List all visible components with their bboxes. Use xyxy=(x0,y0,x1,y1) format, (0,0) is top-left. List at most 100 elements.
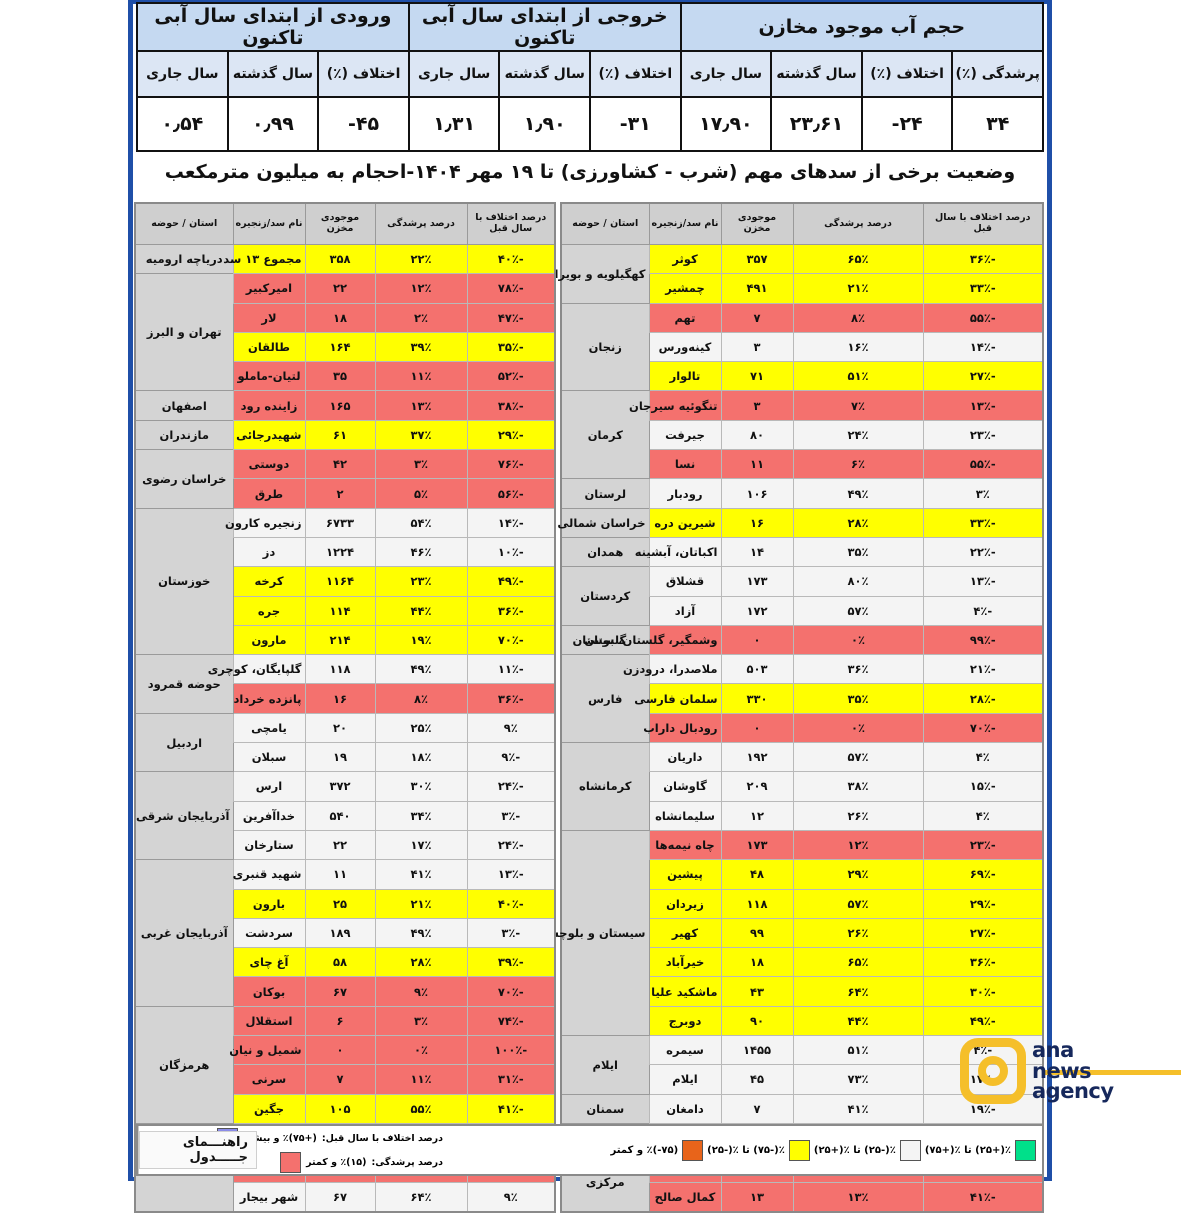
storage-cell: ۱۰۶ xyxy=(720,478,794,509)
fill-percent-cell: ۳۵٪ xyxy=(792,683,924,714)
fill-percent-cell: ۴۴٪ xyxy=(792,1005,924,1037)
diff-cell: -۴۹٪ xyxy=(922,1005,1044,1037)
storage-cell: ۷ xyxy=(720,302,794,333)
storage-cell: ۹۰ xyxy=(720,1005,794,1037)
storage-cell: ۵۴۰ xyxy=(304,800,376,831)
fill-percent-cell: ۲۱٪ xyxy=(374,888,468,919)
table-row: -۱۵٪ ۳۸٪ ۲۰۹ گاوشان xyxy=(561,771,1044,802)
fill-percent-cell: ۴۹٪ xyxy=(792,478,924,509)
fill-percent-cell: ۵۱٪ xyxy=(792,1035,924,1066)
storage-cell: ۱۶ xyxy=(720,507,794,538)
diff-cell: -۷۴٪ xyxy=(466,1005,556,1037)
fill-percent-cell: ۱۲٪ xyxy=(792,829,924,861)
storage-cell: ۴۵ xyxy=(720,1064,794,1095)
fill-percent-cell: ۶۵٪ xyxy=(792,947,924,978)
fill-percent-cell: ۸٪ xyxy=(792,302,924,333)
dam-name-cell: کینه‌ورس xyxy=(648,331,722,363)
summary-group-outflow: خروجی از ابتدای سال آبی تاکنون xyxy=(407,2,682,52)
diff-cell: -۹۹٪ xyxy=(922,624,1044,656)
dam-name-cell: ارس xyxy=(232,771,306,802)
summary-value-8: ۰٫۹۹ xyxy=(226,96,320,152)
province-cell: ایلام xyxy=(560,1035,650,1095)
dam-name-cell: جیرفت xyxy=(648,419,722,451)
fill-percent-cell: ۴۹٪ xyxy=(374,917,468,949)
storage-cell: ۱۶۴ xyxy=(304,331,376,363)
diff-cell: -۲۹٪ xyxy=(466,419,556,451)
summary-sub-6: سال جاری xyxy=(407,50,501,98)
legend-pair-label: درصد پرشدگی: xyxy=(371,1156,443,1168)
table-row: -۵۲٪ ۱۱٪ ۳۵ لتیان-ماملو xyxy=(135,361,556,392)
fill-percent-cell: ۰٪ xyxy=(792,712,924,744)
legend-swatch-icon xyxy=(788,1139,810,1161)
table-row: -۷۶٪ ۳٪ ۴۲ دوستی خراسان رضوی xyxy=(134,449,556,509)
diff-cell: -۳۱٪ xyxy=(466,1064,556,1095)
diff-cell: -۵۶٪ xyxy=(466,478,556,509)
storage-cell: ۱۶ xyxy=(304,683,376,714)
dam-name-cell: طالقان xyxy=(232,331,306,363)
dam-name-cell: کرخه xyxy=(232,566,306,597)
fill-percent-cell: ۱۸٪ xyxy=(374,742,468,773)
dam-name-cell: چمشیر xyxy=(648,273,722,304)
dam-name-cell: خیرآباد xyxy=(648,947,722,978)
dams-table-right: درصد اختلاف با سال قبل درصد پرشدگی موجودی … xyxy=(134,202,556,1213)
diff-cell: -۴۷٪ xyxy=(466,302,556,333)
dam-name-cell: تهم xyxy=(648,302,722,333)
table-row: -۳۵٪ ۳۹٪ ۱۶۴ طالقان xyxy=(135,331,556,363)
fill-percent-cell: ۱۷٪ xyxy=(374,829,468,861)
fill-percent-cell: ۱۱٪ xyxy=(374,1064,468,1095)
fill-percent-cell: ۳۷٪ xyxy=(374,419,468,451)
storage-cell: ۳ xyxy=(720,390,794,421)
dam-name-cell: شمیل و نیان xyxy=(229,1035,306,1066)
table-row: -۲۴٪ ۳۰٪ ۳۷۲ ارس آذربایجان شرقی xyxy=(134,771,556,861)
diff-cell: -۳۹٪ xyxy=(466,947,556,978)
summary-value-4: ۳۱- xyxy=(589,96,682,152)
summary-sub-3: سال جاری xyxy=(679,50,773,98)
table-row: ۹٪ ۲۵٪ ۲۰ یامچی اردبیل xyxy=(134,712,556,773)
fill-percent-cell: ۳۰٪ xyxy=(374,771,468,802)
storage-cell: ۱۰۵ xyxy=(304,1093,376,1124)
legend-swatch-icon xyxy=(280,1151,302,1173)
storage-cell: ۱۹۲ xyxy=(720,742,794,773)
diff-cell: -۲۴٪ xyxy=(466,829,556,861)
table-row: -۲۳٪ ۱۲٪ ۱۷۳ چاه نیمه‌ها سیستان و بلوچستان xyxy=(529,829,1044,1037)
storage-cell: ۶۷۳۳ xyxy=(304,507,376,538)
fill-percent-cell: ۳۵٪ xyxy=(792,536,924,568)
dam-name-cell: سرنی xyxy=(232,1064,306,1095)
storage-cell: ۲۰۹ xyxy=(720,771,794,802)
fill-percent-cell: ۵۵٪ xyxy=(374,1093,468,1124)
storage-cell: ۹۹ xyxy=(720,917,794,949)
summary-value-1: ۲۴- xyxy=(860,96,954,152)
table-row: -۲۹٪ ۵۷٪ ۱۱۸ زیردان xyxy=(561,888,1044,919)
summary-group-storage: حجم آب موجود مخازن xyxy=(679,2,1045,52)
fill-percent-cell: ۱۳٪ xyxy=(792,1181,924,1213)
fill-percent-cell: ۸۰٪ xyxy=(792,566,924,597)
diff-cell: -۱۰۰٪ xyxy=(466,1035,556,1066)
table-row: -۲۳٪ ۲۴٪ ۸۰ جیرفت xyxy=(561,419,1044,451)
dam-name-cell: استقلال xyxy=(232,1005,306,1037)
province-cell: اصفهان xyxy=(134,390,234,421)
fill-percent-cell: ۲۴٪ xyxy=(792,419,924,451)
diff-cell: -۹٪ xyxy=(466,742,556,773)
legend-pair-label: درصد اختلاف با سال قبل: xyxy=(321,1132,443,1144)
diff-cell: -۲۴٪ xyxy=(466,771,556,802)
dam-name-cell: طرق xyxy=(232,478,306,509)
dam-name-cell: رودبار xyxy=(648,478,722,509)
fill-percent-cell: ۰٪ xyxy=(374,1035,468,1066)
dams-left-header-2: موجودی مخزن xyxy=(720,202,794,245)
fill-percent-cell: ۶۴٪ xyxy=(792,976,924,1007)
fill-percent-cell: ۵۴٪ xyxy=(374,507,468,538)
dams-right-body: -۴۰٪ ۲۲٪ ۳۵۸ مجموع ۱۳ سد دریاچه ارومیه -۷۸٪ ۱۲… xyxy=(134,243,556,1213)
storage-cell: ۵۸ xyxy=(304,947,376,978)
legend-scale-label: ٪(-۲۵) تا ٪(+۲۵) xyxy=(813,1144,896,1156)
storage-cell: ۱۸ xyxy=(720,947,794,978)
dam-name-cell: ماشکید علیا xyxy=(648,976,722,1007)
summary-group-inflow: ورودی از ابتدای سال آبی تاکنون xyxy=(136,2,410,52)
diff-cell: -۲۲٪ xyxy=(922,536,1044,568)
storage-cell: ۴۳ xyxy=(720,976,794,1007)
dam-name-cell: تنگوئیه سیرجان xyxy=(629,390,722,421)
diff-cell: -۲۸٪ xyxy=(922,683,1044,714)
province-cell: دریاچه ارومیه xyxy=(134,243,234,275)
diff-cell: -۱۴٪ xyxy=(922,331,1044,363)
table-row: -۷۰٪ ۹٪ ۶۷ بوکان xyxy=(135,976,556,1007)
table-row: -۱۱٪ ۴۹٪ ۱۱۸ گلپایگان، کوچری حوضه قمرود xyxy=(134,654,556,714)
